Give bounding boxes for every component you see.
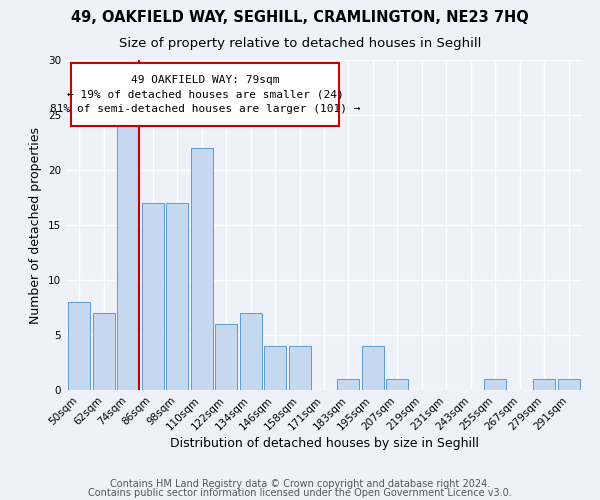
Bar	[484, 379, 506, 390]
Bar	[386, 379, 409, 390]
Text: 49 OAKFIELD WAY: 79sqm
← 19% of detached houses are smaller (24)
81% of semi-det: 49 OAKFIELD WAY: 79sqm ← 19% of detached…	[50, 75, 361, 114]
Bar	[142, 203, 164, 390]
Y-axis label: Number of detached properties: Number of detached properties	[29, 126, 43, 324]
Bar	[191, 148, 213, 390]
Bar	[264, 346, 286, 390]
Bar	[533, 379, 555, 390]
Bar	[362, 346, 384, 390]
Bar	[239, 313, 262, 390]
FancyBboxPatch shape	[71, 64, 340, 126]
Bar	[289, 346, 311, 390]
Text: 49, OAKFIELD WAY, SEGHILL, CRAMLINGTON, NE23 7HQ: 49, OAKFIELD WAY, SEGHILL, CRAMLINGTON, …	[71, 10, 529, 25]
X-axis label: Distribution of detached houses by size in Seghill: Distribution of detached houses by size …	[170, 438, 479, 450]
Bar	[166, 203, 188, 390]
Text: Contains HM Land Registry data © Crown copyright and database right 2024.: Contains HM Land Registry data © Crown c…	[110, 479, 490, 489]
Bar	[337, 379, 359, 390]
Bar	[93, 313, 115, 390]
Bar	[68, 302, 91, 390]
Text: Contains public sector information licensed under the Open Government Licence v3: Contains public sector information licen…	[88, 488, 512, 498]
Bar	[557, 379, 580, 390]
Bar	[118, 126, 139, 390]
Text: Size of property relative to detached houses in Seghill: Size of property relative to detached ho…	[119, 38, 481, 51]
Bar	[215, 324, 237, 390]
